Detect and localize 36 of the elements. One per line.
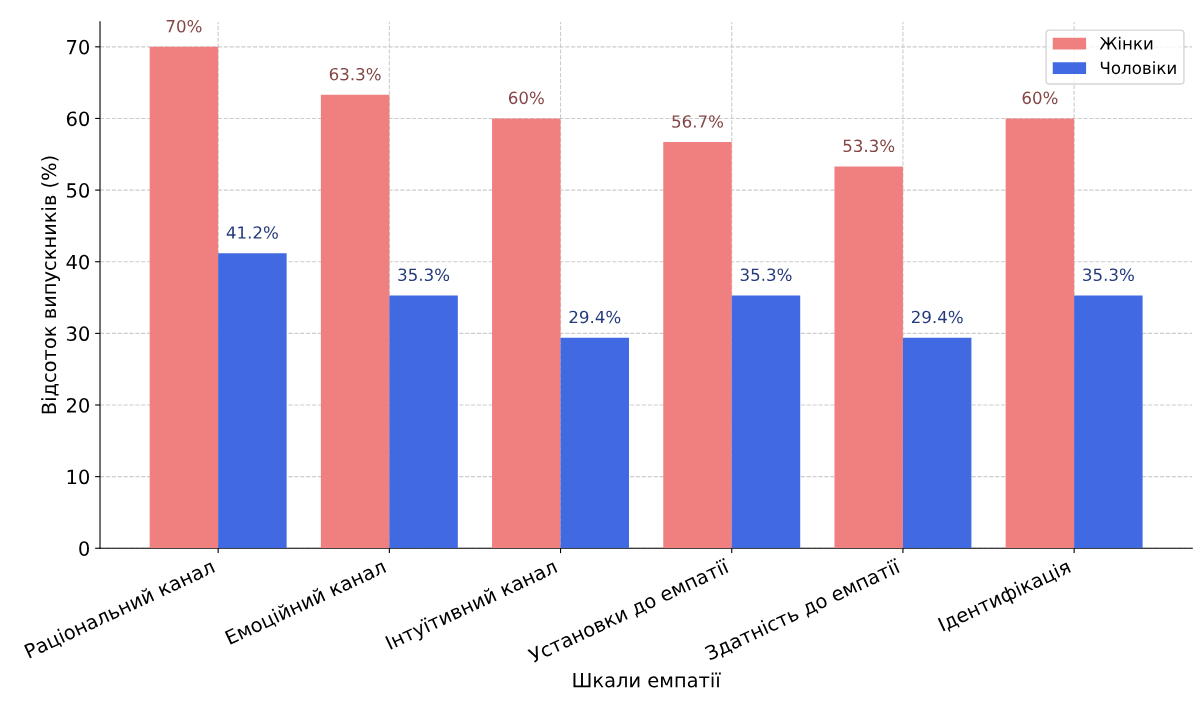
x-axis-title: Шкали емпатії	[573, 672, 721, 688]
bar	[902, 337, 972, 549]
text: 70%	[166, 19, 202, 33]
text: 60%	[1022, 91, 1058, 105]
y-tick-label: 10	[67, 469, 90, 485]
y-tick-label: 0	[79, 541, 90, 556]
bar	[389, 295, 458, 549]
legend-label: Жінки	[1099, 36, 1153, 50]
bar	[834, 166, 903, 549]
text: 60%	[508, 91, 544, 105]
bar	[149, 46, 219, 549]
bar	[663, 142, 732, 549]
y-axis-title: Відсоток випускників (%)	[41, 156, 60, 414]
y-tick-label: 50	[67, 183, 90, 198]
bar	[492, 118, 561, 549]
text: 35.3%	[398, 268, 450, 282]
text: 41.2%	[226, 226, 278, 239]
text: 56.7%	[672, 115, 724, 128]
bar	[218, 253, 287, 549]
text: 53.3%	[843, 139, 895, 153]
y-tick-label: 30	[67, 326, 90, 342]
bar	[1074, 295, 1143, 549]
bar	[731, 295, 801, 549]
y-tick-label: 20	[66, 397, 90, 413]
bar	[1005, 118, 1075, 549]
y-tick-label: 40	[66, 254, 90, 270]
text: 29.4%	[911, 310, 963, 324]
text: 29.4%	[569, 310, 621, 324]
y-tick-label: 60	[66, 111, 90, 127]
bar	[320, 94, 390, 549]
text: 35.3%	[1083, 268, 1134, 282]
y-tick-label: 70	[67, 39, 90, 55]
text: 35.3%	[740, 268, 792, 282]
bar	[560, 337, 630, 549]
text: 63.3%	[329, 67, 381, 81]
legend-label: Чоловіки	[1100, 61, 1176, 75]
